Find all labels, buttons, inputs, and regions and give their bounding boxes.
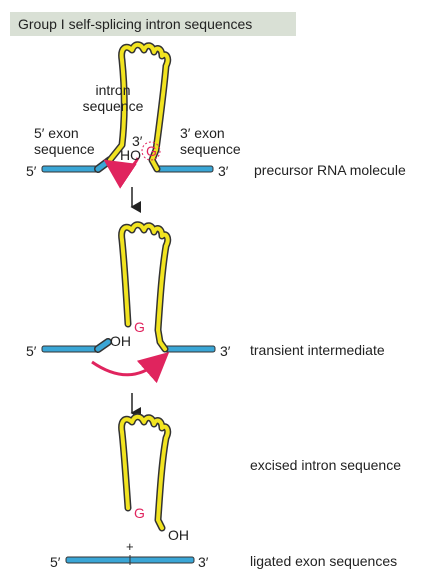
end3-1: 3′ [218,163,229,179]
exon5-label-1: 5′ exon [34,125,79,141]
g-nucleotide-2: G [134,319,145,335]
exon3-bar-2 [164,345,216,353]
g-nucleotide-3: G [134,505,145,521]
stage-intermediate: OH G 5′ 3′ transient intermediate [26,221,385,384]
end3-4: 3′ [198,554,209,570]
caption-excised: excised intron sequence [250,457,401,473]
oh-label-3: OH [168,527,189,543]
intron-loop-2 [118,221,172,353]
diagram-title: Group I self-splicing intron sequences [18,16,253,32]
stage-excised: G OH excised intron sequence [118,413,401,543]
exon5-bar [41,165,99,173]
g-nucleotide-1: G [146,143,157,159]
end5-4: 5′ [50,554,61,570]
exon5-label-2: sequence [34,141,95,157]
intron-label-1: intron [95,82,130,98]
caption-precursor: precursor RNA molecule [254,162,406,178]
three-prime-mark-1: 3′ [132,133,143,149]
exon5-bar-2 [41,345,99,353]
exon3-label-1: 3′ exon [180,125,225,141]
end5-2: 5′ [26,343,37,359]
stage-precursor: intron sequence 5′ exon sequence 3′ exon… [26,41,406,189]
title-bar [10,12,296,36]
intron-loop-1 [106,41,172,173]
oh-label-2: OH [110,333,131,349]
exon3-label-2: sequence [180,141,241,157]
g-glow [141,141,161,161]
caption-ligated: ligated exon sequences [250,553,397,569]
ho-label: HO [120,147,141,163]
exon3-bar [156,165,214,173]
attack-arrow-1 [103,157,140,189]
caption-intermediate: transient intermediate [250,342,385,358]
attack-arrow-2 [91,352,170,384]
intron-label-2: sequence [83,98,144,114]
end3-2: 3′ [220,343,231,359]
stage-ligated: + 5′ 3′ ligated exon sequences [50,539,397,570]
intron-loop-3 [118,413,172,532]
end5-1: 5′ [26,163,37,179]
plus-sign: + [126,539,134,554]
